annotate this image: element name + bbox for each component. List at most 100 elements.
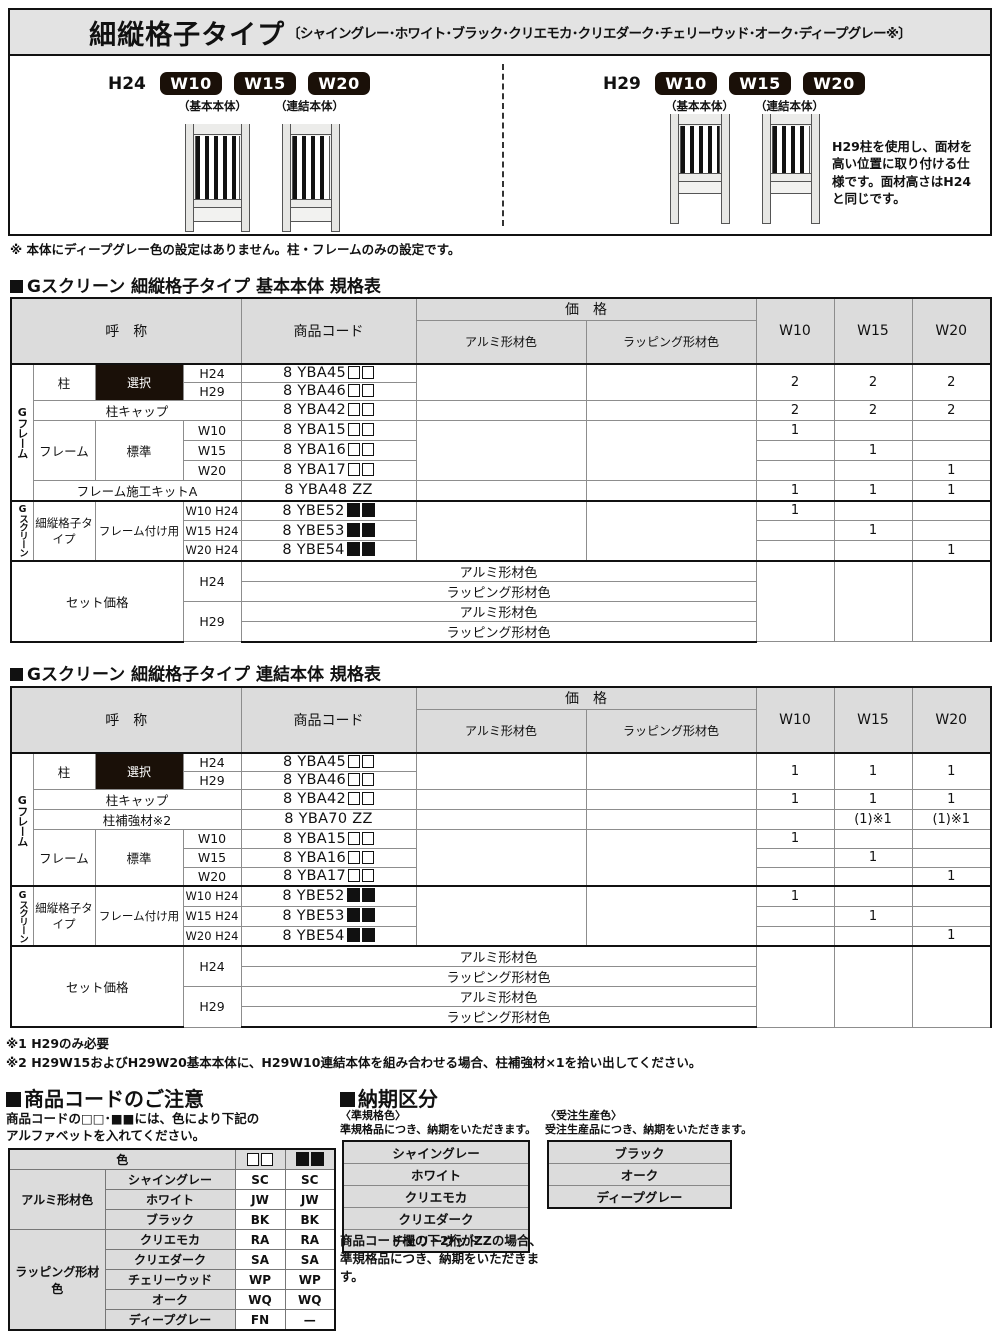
open-box-icon bbox=[348, 423, 361, 436]
bullet-square-icon bbox=[10, 280, 23, 293]
cell-price-alumi bbox=[415, 479, 587, 501]
cell-qty-w15: 2 bbox=[833, 399, 913, 421]
open-box-icon bbox=[348, 792, 361, 805]
solid-box-icon bbox=[361, 888, 375, 903]
table-row-setprice: セット価格 H24 アルミ形材色 bbox=[10, 945, 992, 1028]
cell-code: 8 YBE52 bbox=[240, 885, 417, 907]
table2-heading: Gスクリーン 細縦格子タイプ 連結本体 規格表 bbox=[10, 660, 381, 685]
screen-illustration-h29-base bbox=[670, 114, 730, 224]
standard-color-item: クリエダーク bbox=[342, 1207, 530, 1230]
cell-solid-code: BK bbox=[284, 1209, 336, 1230]
cell-code: 8 YBA16 bbox=[240, 439, 417, 461]
table2-header-row-1: 呼 称 商品コード 価 格 W10 W15 W20 bbox=[10, 686, 992, 754]
cell-code: 8 YBA70 ZZ bbox=[240, 808, 417, 830]
standard-color-item: ホワイト bbox=[342, 1163, 530, 1186]
th-solid-box bbox=[284, 1148, 336, 1170]
cell-qty-w10 bbox=[755, 540, 835, 561]
screen-illustration-h24-base bbox=[185, 124, 250, 232]
open-box-icon bbox=[362, 755, 375, 769]
cell-code: 8 YBA16 bbox=[240, 847, 417, 868]
cell-qty-w10: 1 bbox=[755, 828, 835, 849]
cell-qty-w10: 1 bbox=[755, 885, 835, 907]
solid-box-icon bbox=[346, 522, 360, 537]
cell-qty-w15: 1 bbox=[833, 847, 913, 868]
deepgray-note: ※ 本体にディープグレー色の設定はありません。柱・フレームのみの設定です。 bbox=[10, 242, 461, 257]
cell-width: W20 bbox=[182, 866, 242, 887]
table-row: H29 8 YBA46 bbox=[11, 381, 991, 401]
cell-price-wrap bbox=[585, 788, 757, 810]
open-box-icon bbox=[348, 366, 361, 380]
cell-size: W20 H24 bbox=[182, 925, 242, 947]
cell-qty-w10 bbox=[755, 847, 835, 868]
h24-chip-w10: W10 bbox=[160, 72, 222, 95]
list-item: クリエダーク bbox=[342, 1207, 530, 1230]
cell-group-alumi: アルミ形材色 bbox=[8, 1169, 106, 1230]
cell-qty-w10: 1 bbox=[755, 479, 835, 501]
cell-qty-w10: 1 bbox=[755, 752, 835, 790]
cell-qty-w10 bbox=[755, 439, 835, 461]
cell-solid-code: — bbox=[284, 1309, 336, 1331]
table-row-setprice: ラッピング形材色 bbox=[11, 966, 991, 987]
h29-chip-w15: W15 bbox=[729, 72, 791, 95]
solid-box-icon bbox=[361, 522, 375, 537]
cell-price-alumi bbox=[415, 752, 587, 790]
screen-illustration-h24-link bbox=[282, 124, 340, 232]
open-box-icon bbox=[362, 463, 375, 476]
cell-color-name: ディープグレー bbox=[104, 1309, 236, 1331]
list-item: ホワイト bbox=[342, 1163, 530, 1186]
color-code-table: 色 アルミ形材色 シャイングレー SC SC ホワイト JW JW ブラック B… bbox=[8, 1148, 337, 1331]
cell-code: 8 YBE54 bbox=[240, 925, 417, 947]
cell-qty-w20 bbox=[911, 499, 992, 521]
colortbl-row: クリエダーク SA SA bbox=[9, 1249, 336, 1270]
cell-price-wrap bbox=[585, 399, 757, 421]
th-price: 価 格 bbox=[415, 686, 757, 710]
table-row: W20 H24 8 YBE54 1 bbox=[11, 540, 992, 561]
cell-price-wrap bbox=[585, 363, 757, 401]
colortbl-row: アルミ形材色 シャイングレー SC SC bbox=[8, 1169, 336, 1230]
open-box-icon bbox=[348, 831, 361, 845]
cell-qty-w20: (1)※1 bbox=[911, 808, 992, 830]
open-box-icon bbox=[362, 443, 375, 456]
cell-price-alumi bbox=[415, 885, 587, 947]
cell-qty-w20: 1 bbox=[911, 459, 992, 481]
cell-qty-w20 bbox=[911, 828, 992, 849]
cell-qty-w10 bbox=[755, 808, 835, 830]
standard-color-table: シャイングレー ホワイト クリエモカ クリエダーク チェリーウッド bbox=[342, 1140, 530, 1253]
cell-name-post: 柱 bbox=[32, 752, 96, 790]
solid-box-icon bbox=[346, 542, 360, 557]
group-label-gframe: Gフレーム bbox=[10, 363, 34, 501]
cell-qty-w10 bbox=[755, 520, 835, 541]
order-color-item: ディープグレー bbox=[547, 1185, 732, 1209]
cell-qty-w20 bbox=[911, 905, 992, 927]
cell-qty-w15: 1 bbox=[833, 439, 913, 461]
table1-header-row-1: 呼 称 商品コード 価 格 W10 W15 W20 bbox=[10, 297, 992, 365]
open-box-icon bbox=[362, 792, 375, 805]
table-row-setprice: セット価格 H24 アルミ形材色 bbox=[10, 559, 992, 643]
cell-code: 8 YBA48 ZZ bbox=[240, 479, 417, 501]
cell-open-code: SA bbox=[234, 1249, 286, 1270]
table-row: フレーム 標準 W10 8 YBA15 1 bbox=[11, 419, 992, 481]
open-box-icon bbox=[247, 1152, 260, 1166]
cell-price-wrap bbox=[585, 808, 757, 830]
bullet-square-icon bbox=[10, 668, 23, 681]
cell-qty-w10: 2 bbox=[755, 399, 835, 421]
cell-code: 8 YBA17 bbox=[240, 459, 417, 481]
th-color: 色 bbox=[8, 1148, 236, 1170]
cell-price-alumi bbox=[415, 399, 587, 421]
cell-qty-w15 bbox=[833, 866, 913, 887]
cell-qty-w10: 1 bbox=[755, 499, 835, 521]
delivery-bottom-note: 商品コード欄の下2桁がZZの場合、準規格品につき、納期をいただきます。 bbox=[340, 1233, 542, 1285]
table1-header-row-2: アルミ形材色 ラッピング形材色 bbox=[11, 319, 991, 365]
cell-height: H24 bbox=[182, 752, 242, 772]
order-color-item: ブラック bbox=[547, 1140, 732, 1164]
cell-frame-standard: 標準 bbox=[94, 419, 184, 481]
cell-setprice-label: セット価格 bbox=[10, 559, 184, 643]
cell-code: 8 YBA42 bbox=[240, 788, 417, 810]
cell-name-frame: フレーム bbox=[32, 419, 96, 481]
cell-open-code: BK bbox=[234, 1209, 286, 1230]
bullet-square-icon bbox=[6, 1092, 21, 1107]
table-row: Gフレーム 柱 選択 H24 8 YBA45 2 2 2 bbox=[10, 363, 992, 501]
product-overview-panel: 細縦格子タイプ 〔シャイングレー･ホワイト･ブラック･クリエモカ･クリエダーク･チ… bbox=[8, 8, 992, 236]
cell-qty-w20: 1 bbox=[911, 479, 992, 501]
cell-code: 8 YBE53 bbox=[240, 905, 417, 927]
